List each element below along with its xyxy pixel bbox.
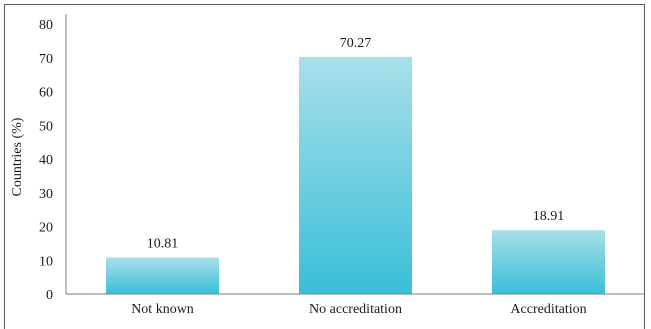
- y-tick-label: 50: [39, 119, 53, 134]
- bar: [299, 56, 412, 295]
- bar: [492, 230, 605, 294]
- bar: [106, 257, 219, 294]
- y-tick-label: 60: [39, 86, 53, 101]
- y-tick-label: 10: [39, 254, 53, 269]
- y-tick-label: 20: [39, 221, 53, 236]
- data-labels: 10.81 70.27 18.91: [147, 36, 565, 252]
- data-label: 70.27: [340, 36, 372, 51]
- y-tick-labels: 0 10 20 30 40 50 60 70 80: [39, 18, 53, 303]
- y-tick-label: 0: [46, 288, 53, 303]
- chart-frame: [4, 4, 645, 329]
- bars: [106, 56, 605, 295]
- y-tick-label: 70: [39, 52, 53, 67]
- y-axis-label: Countries (%): [10, 117, 25, 196]
- data-label: 10.81: [147, 237, 179, 252]
- category-label: No accreditation: [309, 302, 402, 317]
- category-labels: Not known No accreditation Accreditation: [131, 302, 586, 317]
- y-tick-label: 30: [39, 187, 53, 202]
- category-label: Accreditation: [510, 302, 586, 317]
- y-tick-label: 80: [39, 18, 53, 33]
- y-tick-label: 40: [39, 153, 53, 168]
- data-label: 18.91: [533, 209, 565, 224]
- category-label: Not known: [131, 302, 194, 317]
